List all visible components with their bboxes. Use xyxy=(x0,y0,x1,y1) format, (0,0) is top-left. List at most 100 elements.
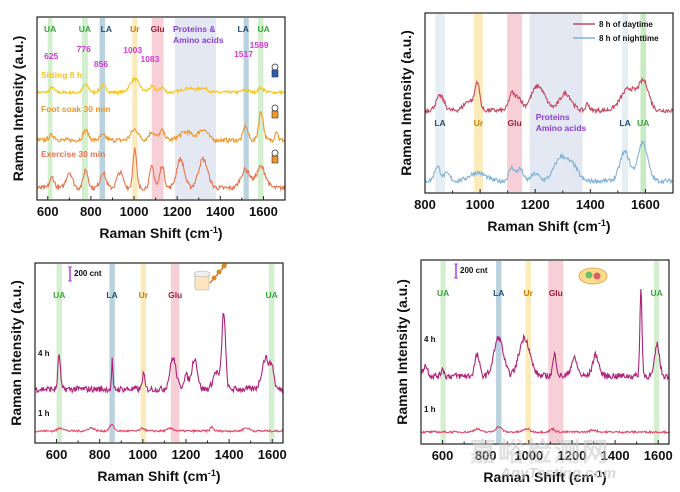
x-tick-label: 1400 xyxy=(576,197,605,212)
band-la xyxy=(243,18,249,199)
peak-label: 1003 xyxy=(123,45,142,55)
band-label: Ur xyxy=(139,290,149,300)
legend-label: 8 h of daytime xyxy=(599,20,653,29)
band-ur xyxy=(525,261,531,443)
x-tick-label: 1000 xyxy=(466,197,495,212)
x-tick-label: 600 xyxy=(432,448,454,463)
band-label: LA xyxy=(619,118,630,128)
y-axis-label: Raman Intensity (a.u.) xyxy=(10,36,26,181)
band-label: UA xyxy=(79,24,91,34)
x-tick-label: 1400 xyxy=(215,447,244,462)
series-line-1-h xyxy=(34,423,284,434)
legend-label: 8 h of nighttime xyxy=(599,34,659,43)
band-label: UA xyxy=(437,288,449,298)
series-label: 1 h xyxy=(424,405,436,414)
x-tick-label: 800 xyxy=(89,447,111,462)
person-body xyxy=(271,69,279,78)
x-axis-label-sup: -1 xyxy=(208,468,216,478)
band-ur xyxy=(474,14,483,192)
band-glu xyxy=(170,264,180,442)
x-tick-label: 1600 xyxy=(258,447,287,462)
series-line-4-h xyxy=(420,289,670,381)
x-tick-label: 1200 xyxy=(557,448,586,463)
x-axis-label: Raman Shift (cm-1) xyxy=(97,468,220,484)
band-ua xyxy=(81,18,88,199)
band-label: Glu xyxy=(549,288,563,298)
band-label: Ur xyxy=(524,288,534,298)
person-icon xyxy=(271,149,279,164)
band-la xyxy=(496,261,502,443)
salad-plate-icon xyxy=(578,267,608,285)
plot-frame xyxy=(34,262,284,444)
x-tick-label: 1200 xyxy=(521,197,550,212)
series-line-sitting-8-h xyxy=(36,76,286,96)
series-label: Exercise 30 min xyxy=(41,149,105,159)
x-axis-label-end: ) xyxy=(606,218,611,234)
x-tick-label: 800 xyxy=(80,204,102,219)
x-axis-label-end: ) xyxy=(218,225,223,241)
band-label: LA xyxy=(434,118,445,128)
band-label: Ur xyxy=(130,24,140,34)
x-tick-label: 1600 xyxy=(249,204,278,219)
x-tick-label: 1400 xyxy=(601,448,630,463)
skewer-food xyxy=(211,275,217,281)
beer-skewer-icon xyxy=(193,261,229,291)
band-glu xyxy=(507,14,522,192)
band-label: LA xyxy=(493,288,504,298)
band-label: Ur xyxy=(474,118,484,128)
x-tick-label: 1400 xyxy=(206,204,235,219)
band-ua xyxy=(257,18,264,199)
band-label: Amino acids xyxy=(536,123,587,133)
x-tick-label: 600 xyxy=(37,204,59,219)
x-axis-label-sup: -1 xyxy=(594,469,602,479)
plate xyxy=(578,267,608,285)
x-tick-label: 1000 xyxy=(514,448,543,463)
y-axis-label: Raman Intensity (a.u.) xyxy=(8,280,24,425)
band-glu xyxy=(151,18,164,199)
band-ua xyxy=(56,264,62,442)
band-label: UA xyxy=(257,24,269,34)
skewer-food xyxy=(221,263,227,269)
series-line-1-h xyxy=(420,425,670,435)
band-proteins-amino-acids xyxy=(175,18,216,199)
band-la xyxy=(435,14,445,192)
x-axis-label-sup: -1 xyxy=(210,225,218,235)
person-body xyxy=(271,110,279,119)
series-label: 1 h xyxy=(38,409,50,418)
series-label: Sitting 8 h xyxy=(41,70,82,80)
band-label: Glu xyxy=(168,290,182,300)
series-label: Foot soak 30 min xyxy=(41,104,110,114)
band-label: Glu xyxy=(151,24,165,34)
plot-frame xyxy=(424,12,674,194)
beer-foam xyxy=(193,270,211,278)
band-la xyxy=(99,18,106,199)
series-line-4-h xyxy=(34,312,284,395)
band-ur xyxy=(132,18,138,199)
peak-label: 1083 xyxy=(140,54,159,64)
band-label: UA xyxy=(637,118,649,128)
panel-d: 600 800 1000 1200 1400 1600 Raman Shift (cm-1)… xyxy=(394,259,673,485)
band-label: LA xyxy=(238,24,249,34)
person-body xyxy=(271,155,279,164)
person-head xyxy=(271,63,279,71)
band-label: LA xyxy=(101,24,112,34)
panel-c: 600 800 1000 1200 1400 1600 Raman Shift (cm-1)… xyxy=(8,261,287,484)
band-label: Amino acids xyxy=(173,35,224,45)
person-head xyxy=(271,104,279,112)
x-axis-label-end: ) xyxy=(216,468,221,484)
panel-a: 600 800 1000 1200 1400 1600 Raman Shift (cm-1)… xyxy=(10,16,286,241)
band-label: Proteins & xyxy=(173,24,216,34)
peak-label: 856 xyxy=(94,59,108,69)
scale-bar-label: 200 cnt xyxy=(74,269,102,278)
series-label: 4 h xyxy=(38,349,50,358)
x-tick-label: 1000 xyxy=(128,447,157,462)
x-tick-label: 800 xyxy=(414,197,436,212)
x-tick-label: 800 xyxy=(475,448,497,463)
meat xyxy=(593,272,601,280)
band-label: UA xyxy=(53,290,65,300)
x-axis-label-sup: -1 xyxy=(598,218,606,228)
band-la xyxy=(109,264,115,442)
peak-label: 776 xyxy=(77,44,91,54)
y-axis-label: Raman Intensity (a.u.) xyxy=(394,279,410,424)
